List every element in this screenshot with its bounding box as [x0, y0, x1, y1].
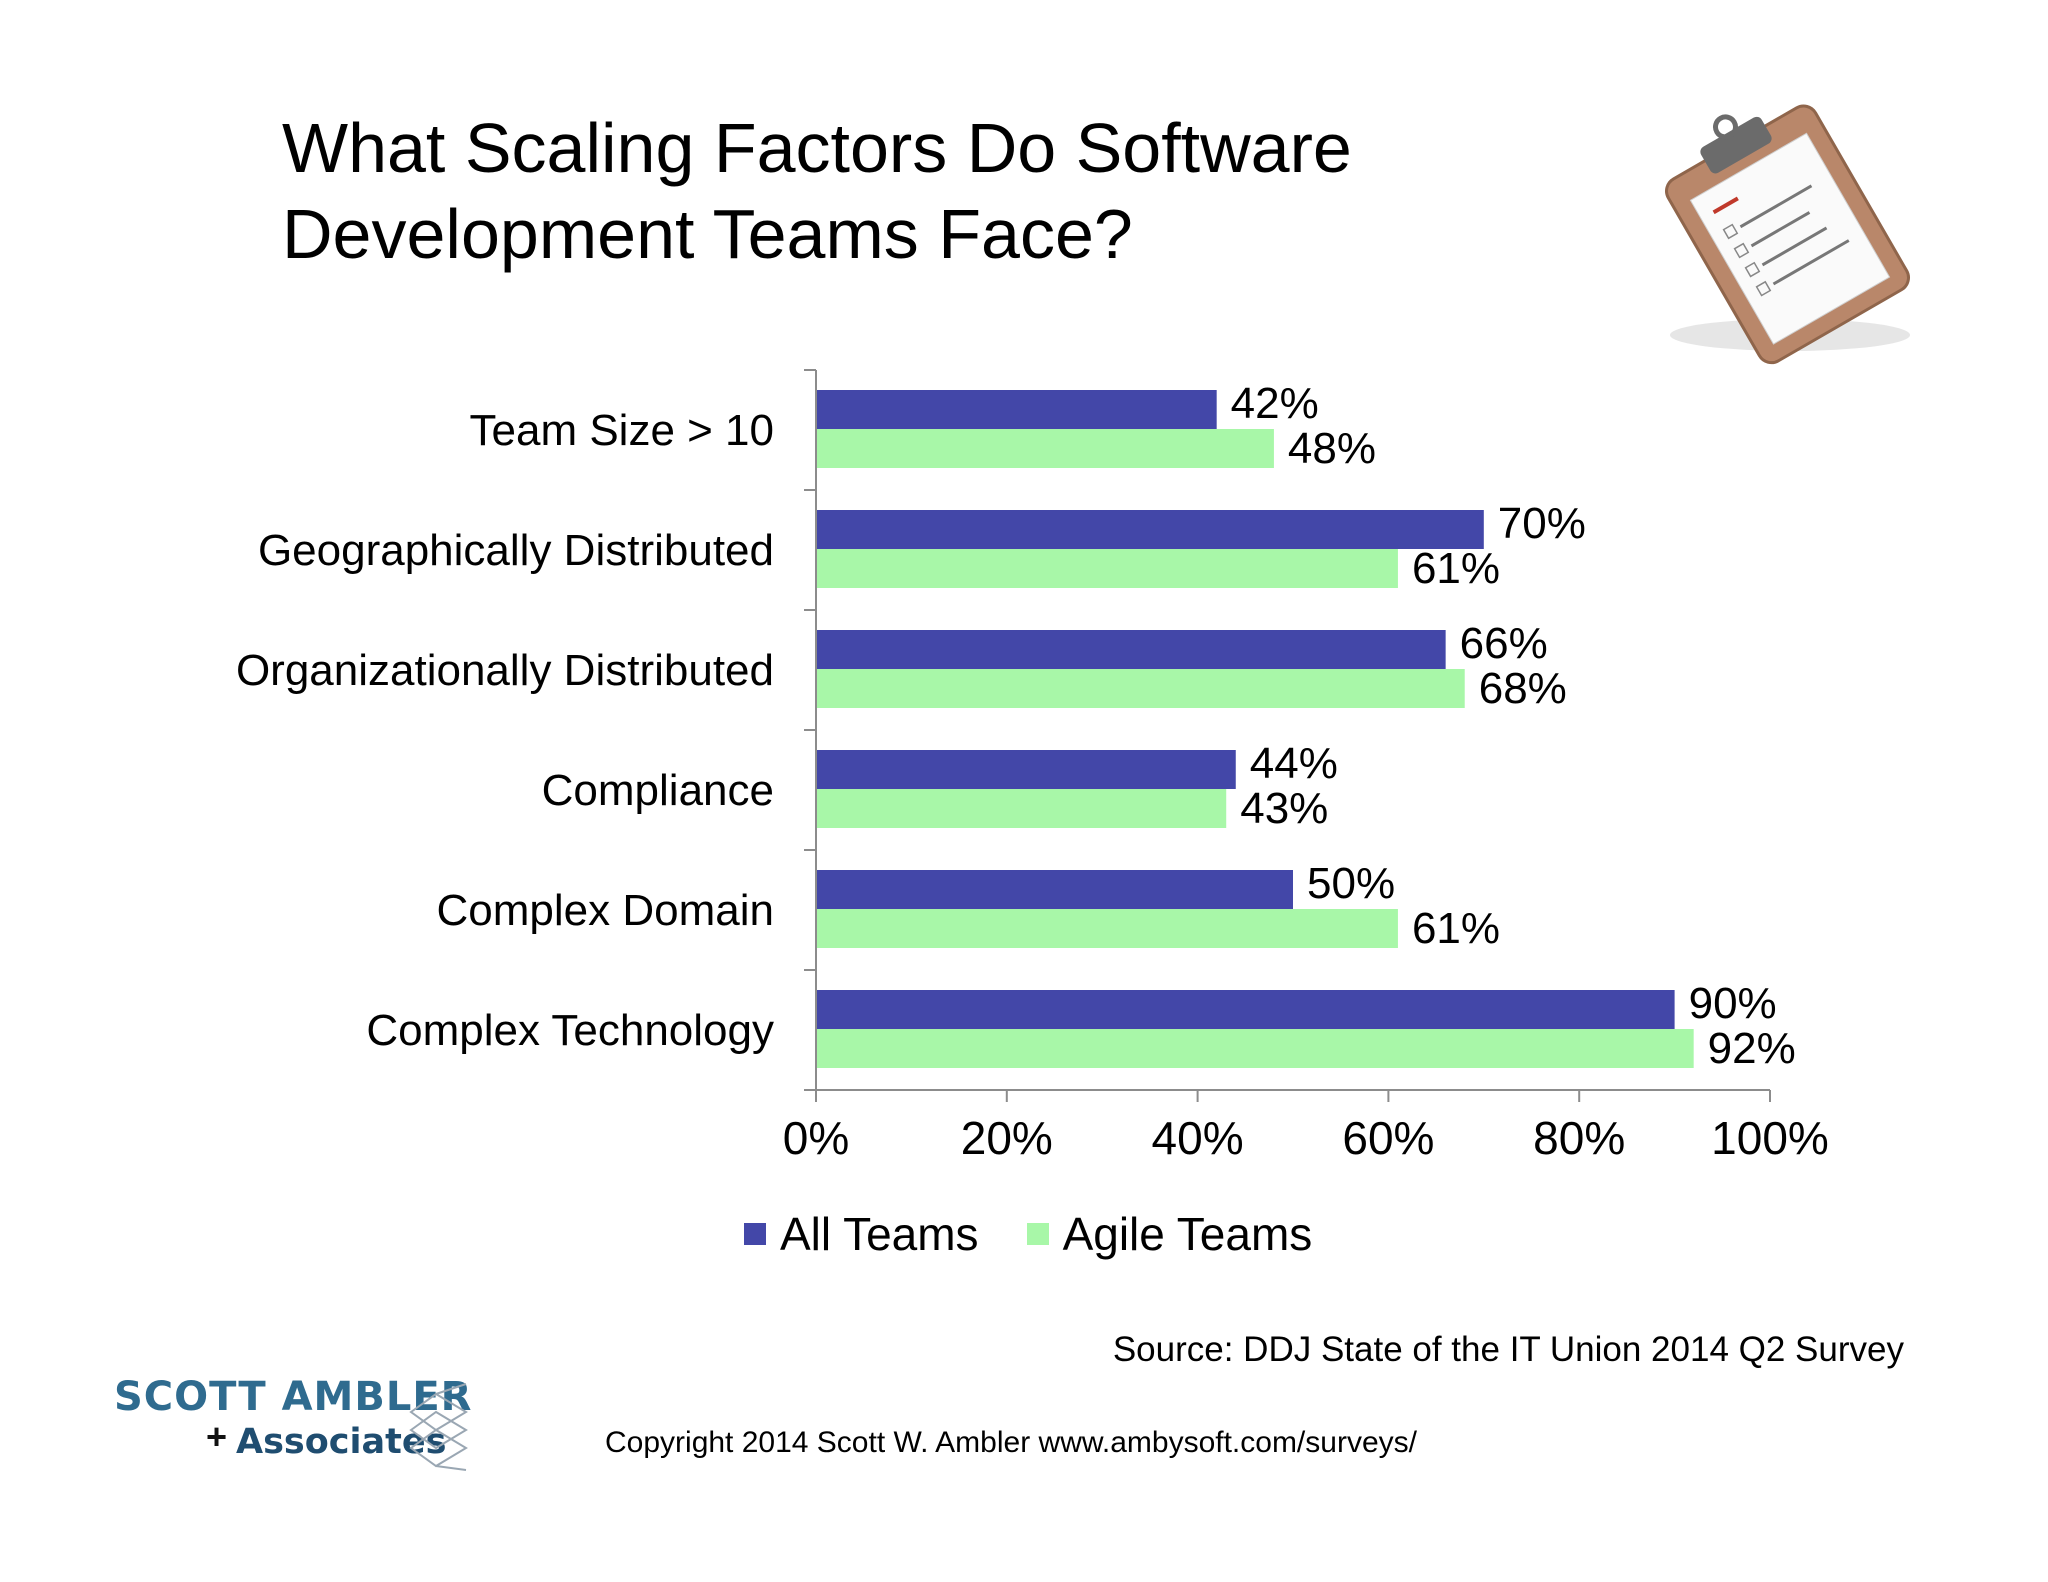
data-label-agile-teams: 48% [1288, 424, 1376, 473]
legend-swatch-agile-teams [1026, 1223, 1049, 1245]
title-line-1: What Scaling Factors Do Software [282, 109, 1352, 187]
x-tick-label: 100% [1711, 1112, 1829, 1164]
bar-all-teams [817, 630, 1446, 669]
data-label-all-teams: 66% [1460, 619, 1548, 668]
data-label-agile-teams: 61% [1412, 904, 1500, 953]
bar-all-teams [817, 750, 1236, 789]
source-note: Source: DDJ State of the IT Union 2014 Q… [1112, 1330, 1904, 1369]
x-tick-label: 80% [1533, 1112, 1625, 1164]
data-label-agile-teams: 43% [1240, 784, 1328, 833]
legend-item-agile-teams: Agile Teams [1026, 1207, 1313, 1261]
data-label-all-teams: 70% [1498, 499, 1586, 548]
bar-all-teams [817, 510, 1484, 549]
data-label-all-teams: 44% [1250, 739, 1338, 788]
bar-agile-teams [817, 669, 1465, 708]
bar-all-teams [817, 990, 1675, 1029]
x-tick-label: 60% [1342, 1112, 1434, 1164]
title-line-2: Development Teams Face? [282, 195, 1133, 273]
bar-agile-teams [817, 1029, 1694, 1068]
diamond-lattice-logo-icon [409, 1383, 468, 1471]
logo-plus: + [206, 1416, 228, 1457]
bar-agile-teams [817, 789, 1227, 828]
data-label-agile-teams: 92% [1708, 1024, 1796, 1073]
x-tick-label: 20% [961, 1112, 1053, 1164]
legend-label-agile-teams: Agile Teams [1062, 1208, 1313, 1260]
bar-agile-teams [817, 909, 1398, 948]
category-label: Complex Technology [366, 1006, 774, 1055]
category-label: Organizationally Distributed [236, 646, 774, 695]
clipboard-checklist-icon [1665, 104, 1910, 365]
x-tick-label: 40% [1152, 1112, 1244, 1164]
data-label-all-teams: 50% [1307, 859, 1395, 908]
bar-all-teams [817, 390, 1217, 429]
legend-label-all-teams: All Teams [780, 1208, 979, 1260]
page-title: What Scaling Factors Do Software Develop… [282, 105, 1352, 277]
category-label: Compliance [542, 766, 774, 815]
bar-agile-teams [817, 429, 1274, 468]
copyright-note: Copyright 2014 Scott W. Ambler www.ambys… [605, 1426, 1417, 1459]
data-label-all-teams: 42% [1231, 379, 1319, 428]
data-label-agile-teams: 68% [1479, 664, 1567, 713]
legend-swatch-all-teams [744, 1223, 766, 1245]
category-label: Geographically Distributed [258, 526, 774, 575]
category-label: Complex Domain [437, 886, 774, 935]
bar-agile-teams [817, 549, 1398, 588]
bar-all-teams [817, 870, 1293, 909]
legend-item-all-teams: All Teams [744, 1207, 979, 1261]
category-label: Team Size > 10 [470, 406, 775, 455]
company-logo: SCOTT AMBLER + Associates [114, 1374, 484, 1474]
chart-legend: All Teams Agile Teams [744, 1206, 1360, 1262]
data-label-agile-teams: 61% [1412, 544, 1500, 593]
x-tick-label: 0% [783, 1112, 849, 1164]
data-label-all-teams: 90% [1689, 979, 1777, 1028]
